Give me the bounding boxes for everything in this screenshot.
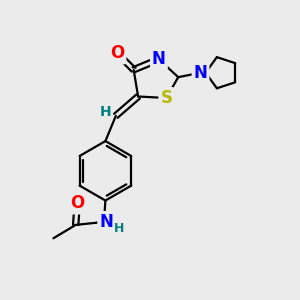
Text: O: O: [110, 44, 124, 62]
Text: N: N: [152, 50, 166, 68]
Text: N: N: [99, 213, 113, 231]
Text: O: O: [70, 194, 84, 212]
Text: H: H: [100, 105, 111, 119]
Text: S: S: [160, 89, 172, 107]
Text: H: H: [114, 222, 124, 235]
Text: N: N: [194, 64, 208, 82]
